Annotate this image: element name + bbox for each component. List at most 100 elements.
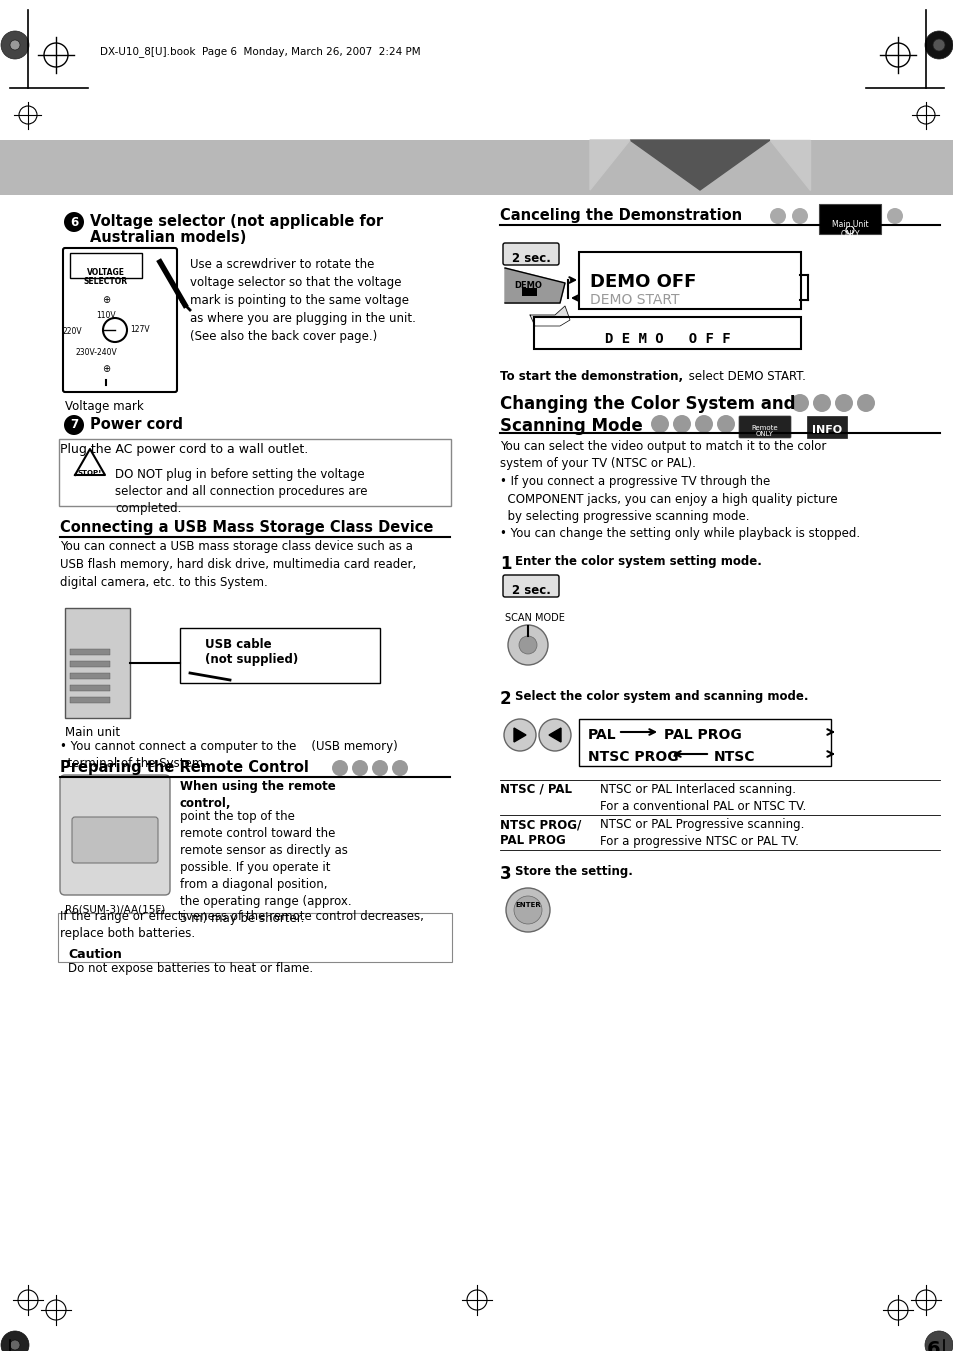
Circle shape <box>503 719 536 751</box>
Text: DEMO OFF: DEMO OFF <box>589 273 696 290</box>
Text: When using the remote
control,: When using the remote control, <box>180 780 335 811</box>
Text: PAL PROG: PAL PROG <box>663 728 741 742</box>
Text: Main unit: Main unit <box>66 725 120 739</box>
Text: 7: 7 <box>70 419 78 431</box>
Circle shape <box>10 1340 20 1350</box>
Circle shape <box>10 41 20 50</box>
Circle shape <box>717 415 734 434</box>
Text: 2: 2 <box>499 690 511 708</box>
FancyBboxPatch shape <box>63 249 177 392</box>
Circle shape <box>695 415 712 434</box>
Circle shape <box>514 896 541 924</box>
Text: INFO: INFO <box>811 426 841 435</box>
Circle shape <box>812 394 830 412</box>
Text: Plug the AC power cord to a wall outlet.: Plug the AC power cord to a wall outlet. <box>60 443 308 457</box>
Text: 1: 1 <box>499 555 511 573</box>
Text: 220V: 220V <box>62 327 82 336</box>
Bar <box>70 697 110 703</box>
Text: You can connect a USB mass storage class device such as a
USB flash memory, hard: You can connect a USB mass storage class… <box>60 540 416 589</box>
Bar <box>0 141 953 195</box>
Polygon shape <box>514 728 525 742</box>
Text: Use a screwdriver to rotate the
voltage selector so that the voltage
mark is poi: Use a screwdriver to rotate the voltage … <box>190 258 416 343</box>
FancyBboxPatch shape <box>60 775 170 894</box>
Circle shape <box>672 415 690 434</box>
Polygon shape <box>530 305 569 326</box>
Circle shape <box>372 761 388 775</box>
Text: DEMO START: DEMO START <box>589 293 679 307</box>
Text: Canceling the Demonstration: Canceling the Demonstration <box>499 208 741 223</box>
Text: Scanning Mode: Scanning Mode <box>499 417 642 435</box>
Circle shape <box>64 415 84 435</box>
Text: 2 sec.: 2 sec. <box>511 253 550 265</box>
Polygon shape <box>548 728 560 742</box>
FancyBboxPatch shape <box>578 253 801 309</box>
Circle shape <box>834 394 852 412</box>
FancyBboxPatch shape <box>502 243 558 265</box>
Bar <box>70 661 110 667</box>
Circle shape <box>856 394 874 412</box>
Text: NTSC PROG: NTSC PROG <box>587 750 678 765</box>
Text: D E M O   O F F: D E M O O F F <box>604 332 730 346</box>
Text: Select the color system and scanning mode.: Select the color system and scanning mod… <box>515 690 807 703</box>
Circle shape <box>650 415 668 434</box>
Text: DEMO: DEMO <box>514 281 541 290</box>
Text: select DEMO START.: select DEMO START. <box>684 370 805 382</box>
FancyBboxPatch shape <box>59 439 451 507</box>
Polygon shape <box>589 141 629 190</box>
Text: 230V-240V: 230V-240V <box>75 349 117 357</box>
Text: NTSC PROG/
PAL PROG: NTSC PROG/ PAL PROG <box>499 817 580 847</box>
Circle shape <box>791 208 807 224</box>
Circle shape <box>1 1331 29 1351</box>
Circle shape <box>352 761 368 775</box>
Circle shape <box>538 719 571 751</box>
Circle shape <box>769 208 785 224</box>
FancyBboxPatch shape <box>71 817 158 863</box>
FancyBboxPatch shape <box>739 416 790 438</box>
Polygon shape <box>769 141 809 190</box>
Polygon shape <box>75 449 105 476</box>
FancyBboxPatch shape <box>806 416 846 438</box>
Text: Enter the color system setting mode.: Enter the color system setting mode. <box>515 555 761 567</box>
Circle shape <box>518 636 537 654</box>
Text: 110V: 110V <box>96 311 115 320</box>
Text: 127V: 127V <box>130 326 150 334</box>
Text: SELECTOR: SELECTOR <box>84 277 128 286</box>
Text: USB cable
(not supplied): USB cable (not supplied) <box>205 638 298 666</box>
Text: STOP!: STOP! <box>78 470 102 476</box>
Text: Power cord: Power cord <box>90 417 183 432</box>
Text: PAL: PAL <box>587 728 616 742</box>
Text: NTSC or PAL Progressive scanning.
For a progressive NTSC or PAL TV.: NTSC or PAL Progressive scanning. For a … <box>599 817 803 848</box>
Bar <box>70 673 110 680</box>
Polygon shape <box>504 267 564 303</box>
Circle shape <box>332 761 348 775</box>
Text: Caution: Caution <box>68 948 122 961</box>
Circle shape <box>64 212 84 232</box>
Text: Store the setting.: Store the setting. <box>515 865 632 878</box>
FancyBboxPatch shape <box>502 576 558 597</box>
Bar <box>180 628 379 684</box>
Text: 2 sec.: 2 sec. <box>511 584 550 597</box>
Text: SCAN MODE: SCAN MODE <box>504 613 564 623</box>
Text: 6: 6 <box>925 1340 939 1351</box>
Text: Changing the Color System and: Changing the Color System and <box>499 394 795 413</box>
Bar <box>70 685 110 690</box>
Text: 3: 3 <box>499 865 511 884</box>
Bar <box>70 648 110 655</box>
Text: Connecting a USB Mass Storage Class Device: Connecting a USB Mass Storage Class Devi… <box>60 520 433 535</box>
FancyBboxPatch shape <box>818 204 880 234</box>
Text: ⊕: ⊕ <box>102 363 110 374</box>
Text: DO NOT plug in before setting the voltage
selector and all connection procedures: DO NOT plug in before setting the voltag… <box>115 467 367 515</box>
FancyBboxPatch shape <box>534 317 801 349</box>
Bar <box>521 288 537 296</box>
Text: Preparing the Remote Control: Preparing the Remote Control <box>60 761 309 775</box>
Text: NTSC / PAL: NTSC / PAL <box>499 784 572 796</box>
Text: If the range or effectiveness of the remote control decreases,
replace both batt: If the range or effectiveness of the rem… <box>60 911 423 940</box>
Text: To start the demonstration,: To start the demonstration, <box>499 370 682 382</box>
Text: DX-U10_8[U].book  Page 6  Monday, March 26, 2007  2:24 PM: DX-U10_8[U].book Page 6 Monday, March 26… <box>100 46 420 58</box>
Circle shape <box>392 761 408 775</box>
Text: R6(SUM-3)/AA(15F): R6(SUM-3)/AA(15F) <box>65 905 165 915</box>
Text: VOLTAGE: VOLTAGE <box>87 267 125 277</box>
Bar <box>65 608 130 717</box>
Text: Do not expose batteries to heat or flame.: Do not expose batteries to heat or flame… <box>68 962 313 975</box>
Circle shape <box>507 626 547 665</box>
